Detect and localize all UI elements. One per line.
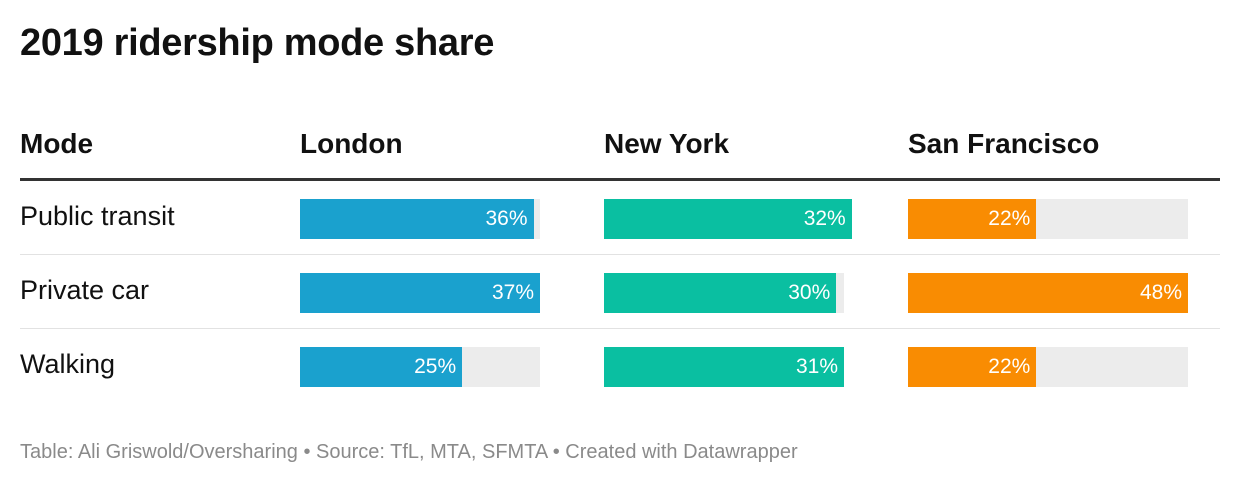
bar-track-san-francisco: 22% [908,347,1188,387]
bar-value-label: 37% [491,281,534,304]
chart-title: 2019 ridership mode share [20,22,495,64]
table-header: Mode London New York San Francisco [20,112,1220,181]
bar-san-francisco-walking: 22% [908,347,1037,387]
bar-value-label: 22% [988,207,1031,230]
bar-value-label: 36% [485,207,528,230]
bar-track-san-francisco: 48% [908,273,1188,313]
bar-value-label: 25% [414,355,457,378]
bar-track-new-york: 31% [604,347,844,387]
bar-new-york-walking: 31% [604,347,844,387]
bar-value-label: 31% [795,355,838,378]
bar-value-label: 22% [988,355,1031,378]
column-header-new-york: New York [604,128,730,159]
table-row-walking: Walking 25% 31% 22% [20,329,1220,402]
table-row-public-transit: Public transit 36% 32% 22% [20,181,1220,255]
bar-value-label: 48% [1139,281,1182,304]
bar-track-london: 36% [300,199,540,239]
bar-track-new-york: 30% [604,273,844,313]
mode-label: Walking [20,349,116,379]
column-header-mode: Mode [20,128,94,159]
bar-new-york-public-transit: 32% [604,199,852,239]
mode-share-table: Mode London New York San Francisco Publi… [20,112,1220,402]
source-footer: Table: Ali Griswold/Oversharing • Source… [20,441,798,463]
bar-track-san-francisco: 22% [908,199,1188,239]
bar-london-private-car: 37% [300,273,540,313]
bar-new-york-private-car: 30% [604,273,837,313]
bar-track-new-york: 32% [604,199,852,239]
mode-label: Private car [20,275,150,305]
column-header-london: London [300,128,403,159]
bar-san-francisco-private-car: 48% [908,273,1188,313]
bar-value-label: 32% [803,207,846,230]
column-header-san-francisco: San Francisco [908,128,1100,159]
bar-london-walking: 25% [300,347,463,387]
bar-value-label: 30% [788,281,831,304]
mode-label: Public transit [20,201,175,231]
table-row-private-car: Private car 37% 30% 48% [20,255,1220,329]
bar-track-london: 25% [300,347,540,387]
bar-san-francisco-public-transit: 22% [908,199,1037,239]
bar-london-public-transit: 36% [300,199,534,239]
bar-track-london: 37% [300,273,540,313]
